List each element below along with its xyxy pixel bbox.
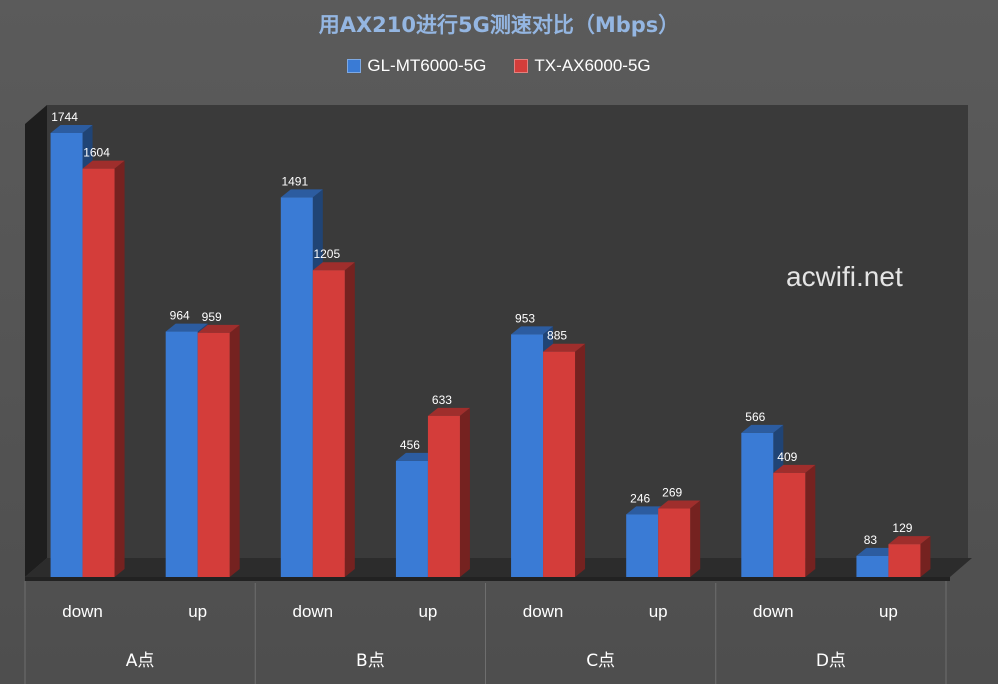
data-label-2-6: 269 bbox=[662, 486, 682, 500]
bar-2-8 bbox=[888, 544, 921, 577]
data-label-2-8: 129 bbox=[892, 521, 912, 535]
bar-side-2-5 bbox=[575, 343, 586, 577]
bar-top-1-1 bbox=[50, 125, 93, 133]
bar-side-2-4 bbox=[459, 407, 470, 577]
bar-top-2-8 bbox=[888, 536, 931, 545]
bar-top-1-7 bbox=[741, 424, 784, 433]
bar-top-2-3 bbox=[312, 262, 355, 271]
bar-top-2-2 bbox=[197, 324, 240, 333]
data-label-2-4: 633 bbox=[432, 393, 452, 407]
data-label-1-1: 1744 bbox=[51, 110, 78, 124]
bar-top-1-8 bbox=[856, 547, 899, 556]
tick-label-2: up bbox=[188, 602, 207, 621]
group-label-3: C点 bbox=[586, 651, 615, 671]
bar-1-6 bbox=[626, 514, 659, 577]
group-label-1: A点 bbox=[126, 651, 155, 671]
bar-top-2-7 bbox=[773, 464, 816, 473]
chart-title: 用AX210进行5G测速对比（Mbps） bbox=[318, 13, 680, 37]
plot-floor bbox=[25, 558, 972, 577]
bar-top-2-6 bbox=[658, 500, 701, 509]
tick-label-8: up bbox=[879, 602, 898, 621]
bar-2-6 bbox=[658, 508, 691, 577]
tick-label-3: down bbox=[292, 602, 333, 621]
legend-swatch-series-2 bbox=[514, 59, 529, 73]
bar-top-1-6 bbox=[626, 506, 669, 515]
bar-1-2 bbox=[165, 331, 198, 577]
bar-1-3 bbox=[280, 197, 313, 577]
bar-2-3 bbox=[312, 270, 345, 577]
bar-top-1-4 bbox=[395, 452, 438, 461]
data-label-1-2: 964 bbox=[170, 309, 190, 323]
watermark: acwifi.net bbox=[786, 261, 903, 292]
bar-top-2-4 bbox=[427, 407, 470, 416]
bar-side-2-3 bbox=[344, 262, 355, 577]
legend-item-series-2: TX-AX6000-5G bbox=[514, 56, 651, 76]
bar-top-1-3 bbox=[280, 189, 323, 198]
bar-1-8 bbox=[856, 555, 889, 577]
bar-side-2-7 bbox=[805, 464, 816, 577]
bar-1-5 bbox=[511, 334, 544, 577]
bar-top-1-2 bbox=[165, 323, 208, 332]
legend-swatch-series-1 bbox=[347, 59, 362, 73]
bar-1-7 bbox=[741, 432, 774, 577]
data-label-1-3: 1491 bbox=[281, 174, 308, 188]
plot-floor-edge bbox=[25, 577, 950, 581]
data-label-1-5: 953 bbox=[515, 311, 535, 325]
bar-2-5 bbox=[543, 351, 576, 577]
bar-side-2-2 bbox=[229, 324, 240, 577]
data-label-2-5: 885 bbox=[547, 329, 567, 343]
legend-label-series-1: GL-MT6000-5G bbox=[367, 56, 487, 75]
group-label-4: D点 bbox=[816, 651, 846, 671]
bar-side-2-1 bbox=[114, 160, 125, 577]
bar-top-2-1 bbox=[82, 160, 125, 169]
bar-1-4 bbox=[395, 460, 428, 577]
data-label-2-3: 1205 bbox=[313, 247, 340, 261]
tick-label-7: down bbox=[753, 602, 794, 621]
data-label-1-7: 566 bbox=[745, 410, 765, 424]
plot-back-wall bbox=[47, 105, 968, 558]
bar-2-4 bbox=[427, 415, 460, 577]
data-label-2-7: 409 bbox=[777, 450, 797, 464]
legend-item-series-1: GL-MT6000-5G bbox=[347, 56, 486, 76]
bar-side-2-8 bbox=[920, 536, 931, 577]
data-label-2-2: 959 bbox=[202, 310, 222, 324]
legend-label-series-2: TX-AX6000-5G bbox=[534, 56, 651, 75]
data-label-1-6: 246 bbox=[630, 491, 650, 505]
tick-label-6: up bbox=[649, 602, 668, 621]
group-label-2: B点 bbox=[356, 651, 385, 671]
bar-top-2-5 bbox=[543, 343, 586, 352]
bar-2-2 bbox=[197, 332, 230, 577]
bar-2-7 bbox=[773, 472, 806, 577]
legend: GL-MT6000-5G TX-AX6000-5G bbox=[0, 56, 998, 76]
bar-top-1-5 bbox=[511, 326, 554, 335]
data-label-2-1: 1604 bbox=[83, 146, 110, 160]
data-label-1-8: 83 bbox=[864, 533, 878, 547]
data-label-1-4: 456 bbox=[400, 438, 420, 452]
tick-label-5: down bbox=[523, 602, 564, 621]
plot-side-wall bbox=[25, 105, 47, 577]
tick-label-4: up bbox=[418, 602, 437, 621]
bar-2-1 bbox=[82, 168, 115, 577]
bar-1-1 bbox=[50, 133, 83, 577]
bar-side-2-6 bbox=[690, 500, 701, 577]
tick-label-1: down bbox=[62, 602, 103, 621]
